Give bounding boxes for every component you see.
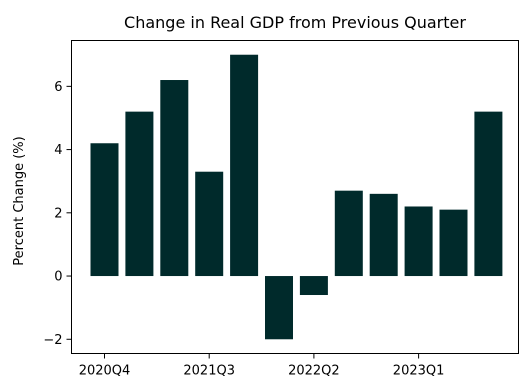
x-tick-label: 2023Q1 [393,364,445,379]
bar-2021Q2 [160,80,189,277]
bar-2020Q4 [90,143,119,277]
ticks-group: −2 0 2 4 6 2020Q4 2021Q3 2022Q2 2023Q1 [43,80,444,379]
x-tick-label: 2021Q3 [183,364,235,379]
bar-2021Q3 [195,171,224,277]
bar-2021Q4 [230,54,259,277]
bar-2022Q2 [299,276,328,296]
y-tick-label: 0 [54,270,62,285]
y-tick-label: −2 [43,333,62,348]
bar-2022Q3 [334,190,363,277]
y-tick-label: 6 [54,80,62,95]
bar-2023Q2 [439,209,468,277]
bar-2022Q4 [369,193,398,277]
plot-frame [71,40,519,354]
bar-2022Q1 [265,276,293,340]
bar-2023Q3 [474,111,503,277]
x-tick-label: 2020Q4 [79,364,131,379]
bar-2023Q1 [404,206,433,277]
y-tick-label: 2 [54,206,62,221]
bar-2021Q1 [125,111,154,277]
x-tick-label: 2022Q2 [288,364,340,379]
y-axis-title: Percent Change (%) [12,136,27,265]
y-tick-label: 4 [54,143,62,158]
bars-group [90,54,503,340]
chart-title: Change in Real GDP from Previous Quarter [124,13,466,32]
